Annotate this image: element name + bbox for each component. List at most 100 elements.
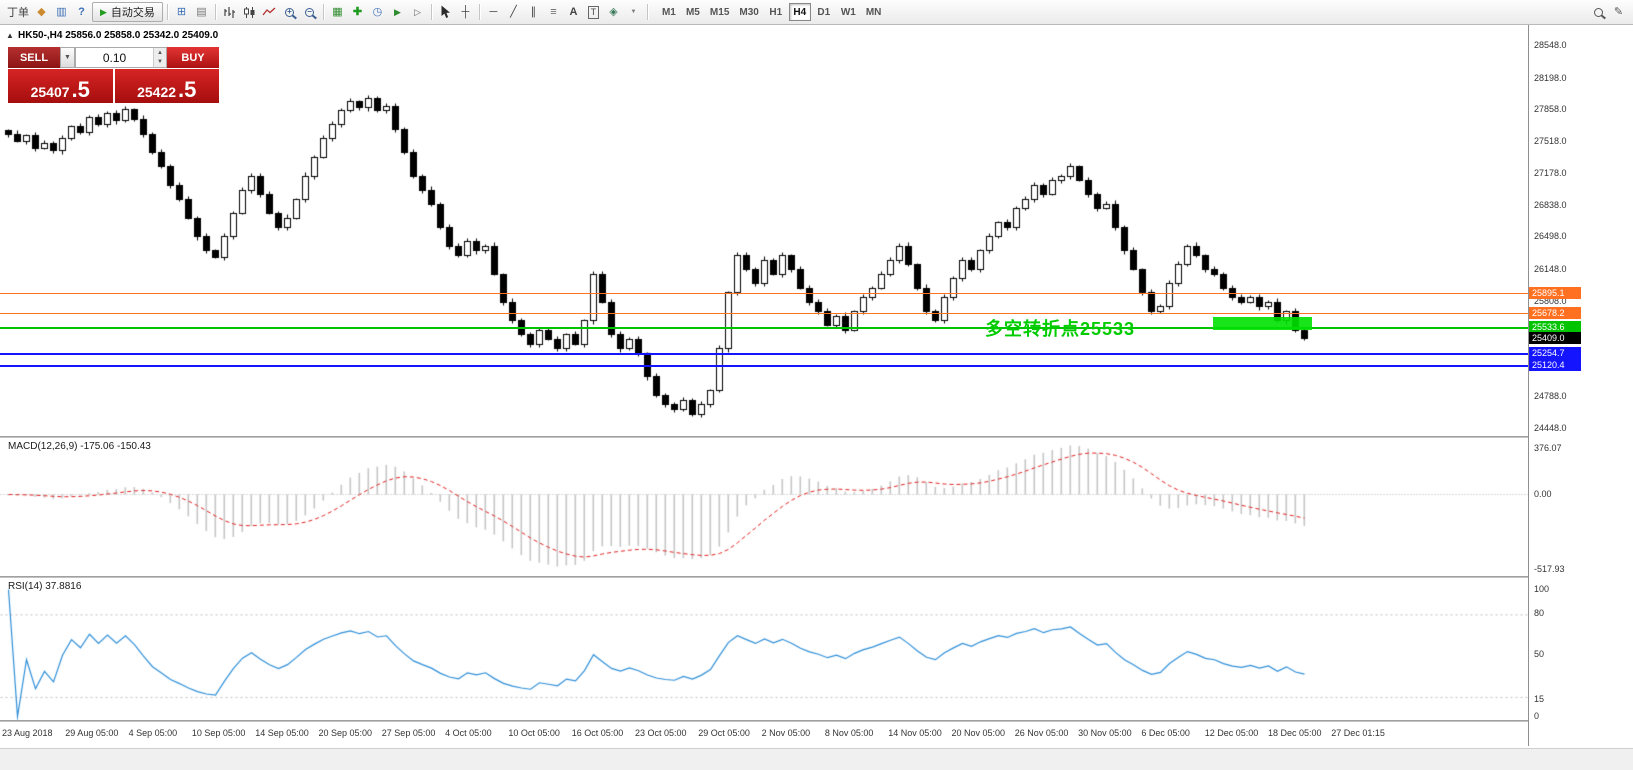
price-level-label: 25678.2 (1529, 307, 1581, 320)
text-icon[interactable]: A (569, 5, 578, 18)
time-axis-label: 4 Oct 05:00 (445, 728, 492, 738)
tf-button-m30[interactable]: M30 (739, 6, 759, 18)
autoscroll-icon[interactable]: ▶ (393, 6, 401, 17)
macd-panel-canvas[interactable] (0, 438, 1528, 576)
alerts-icon[interactable]: ◆ (37, 5, 46, 18)
chart-shift-icon[interactable]: ▷ (413, 6, 421, 17)
indicators-icon[interactable]: ✚ (352, 5, 363, 18)
time-axis[interactable]: 23 Aug 2018 29 Aug 05:00 4 Sep 05:00 10 Sep… (0, 722, 1633, 748)
tf-button-w1[interactable]: W1 (840, 6, 856, 18)
zoom-out-icon[interactable] (300, 2, 319, 22)
edit-icon[interactable]: ✎ (1613, 5, 1624, 18)
arrows-icon[interactable]: ◈ (609, 5, 618, 18)
price-level-label: 25895.1 (1529, 286, 1581, 299)
panel-splitter-time[interactable] (0, 720, 1633, 722)
text-label-glyph: T (587, 5, 600, 19)
volume-input[interactable] (76, 48, 153, 67)
hline-25533.6[interactable] (0, 326, 1528, 329)
new-chart-icon[interactable]: ⊞ (176, 5, 187, 18)
toolbar-separator (478, 4, 480, 20)
price-level-label: 25120.4 (1529, 359, 1581, 372)
time-axis-label: 14 Sep 05:00 (255, 728, 309, 738)
line-chart-icon[interactable] (260, 2, 279, 22)
tf-button-m1[interactable]: M1 (661, 6, 676, 18)
fibonacci-icon[interactable]: ≡ (550, 5, 557, 18)
arrows-caret-icon[interactable]: ▼ (630, 9, 637, 15)
axis-tick-label: 0.00 (1534, 489, 1552, 499)
time-axis-label: 27 Dec 01:15 (1331, 728, 1385, 738)
axis-tick-label: 27858.0 (1534, 104, 1567, 115)
time-axis-label: 8 Nov 05:00 (824, 728, 874, 738)
tf-button-mn[interactable]: MN (865, 6, 882, 18)
price-level-label: 25409.0 (1529, 332, 1581, 345)
axis-tick-label: 15 (1534, 694, 1545, 704)
time-axis-label: 27 Sep 05:00 (381, 728, 436, 738)
hline-25678.2[interactable] (0, 313, 1528, 315)
volume-up-icon[interactable]: ▲ (154, 48, 166, 58)
chart-header: HK50-,H4 25856.0 25858.0 25342.0 25409.0 (18, 30, 219, 41)
text-label-icon[interactable]: T (584, 2, 603, 22)
buy-price-fraction: .5 (178, 77, 197, 103)
sell-price-fraction: .5 (71, 77, 90, 103)
buy-button[interactable]: BUY (167, 47, 219, 68)
one-click-collapse-icon[interactable]: ▲ (6, 31, 14, 40)
trendline-icon[interactable]: ╱ (510, 5, 517, 18)
axis-tick-label: 26498.0 (1534, 231, 1567, 242)
search-icon[interactable] (1589, 2, 1608, 22)
axis-tick-label: 376.07 (1534, 443, 1562, 453)
time-axis-label: 23 Oct 05:00 (635, 728, 687, 738)
crosshair-icon[interactable]: ┼ (461, 5, 470, 18)
tf-button-h1[interactable]: H1 (769, 6, 783, 18)
volume-down-icon[interactable]: ▼ (154, 57, 166, 67)
terminal-icon[interactable]: ▥ (56, 5, 67, 18)
rsi-panel-canvas[interactable] (0, 578, 1528, 720)
new-order-button[interactable]: 丁单 (5, 2, 31, 22)
autotrading-button[interactable]: ▶ 自动交易 (92, 2, 163, 22)
main-chart-canvas[interactable] (0, 25, 1528, 436)
profiles-icon[interactable]: ▤ (196, 5, 207, 18)
zoom-in-icon[interactable] (280, 2, 299, 22)
order-options-caret[interactable]: ▼ (60, 47, 75, 68)
horizontal-line-icon[interactable]: ─ (489, 5, 498, 18)
time-axis-label: 26 Nov 05:00 (1014, 728, 1069, 738)
time-axis-label: 20 Sep 05:00 (318, 728, 373, 738)
price-axis[interactable]: 28548.0 28198.0 27858.0 27518.0 27178.0 26838… (1529, 25, 1633, 746)
tf-button-m5[interactable]: M5 (685, 6, 700, 18)
axis-tick-label: 50 (1534, 649, 1545, 659)
toolbar-separator (430, 4, 432, 20)
bar-chart-icon[interactable] (220, 2, 239, 22)
cursor-icon[interactable] (436, 2, 455, 22)
price-level-label: 25254.7 (1529, 346, 1581, 359)
sell-button[interactable]: SELL (8, 47, 60, 68)
tile-windows-icon[interactable]: ▦ (332, 5, 343, 18)
time-axis-label: 14 Nov 05:00 (888, 728, 942, 738)
buy-price: 25422 (137, 84, 177, 100)
tf-button-d1[interactable]: D1 (817, 6, 831, 18)
toolbar-separator (214, 4, 216, 20)
one-click-trading-panel: SELL ▼ ▲ ▼ BUY 25407 .5 25422 .5 (8, 47, 219, 103)
help-icon[interactable]: ? (78, 5, 85, 18)
sell-price-box[interactable]: 25407 .5 (8, 69, 113, 103)
time-axis-label: 2 Nov 05:00 (761, 728, 811, 738)
chart-annotation[interactable]: 多空转折点25533 (985, 319, 1136, 339)
hline-25120.4[interactable] (0, 365, 1528, 368)
time-axis-label: 6 Dec 05:00 (1141, 728, 1190, 738)
axis-tick-label: 28548.0 (1534, 39, 1567, 50)
volume-stepper[interactable]: ▲ ▼ (153, 48, 166, 67)
tf-button-m15[interactable]: M15 (709, 6, 730, 18)
axis-tick-label: 27178.0 (1534, 167, 1567, 178)
highlight-rectangle[interactable] (1213, 317, 1312, 330)
time-axis-label: 18 Dec 05:00 (1268, 728, 1322, 738)
hline-25254.7[interactable] (0, 352, 1528, 355)
buy-price-box[interactable]: 25422 .5 (114, 69, 219, 103)
time-axis-label: 10 Oct 05:00 (508, 728, 560, 738)
time-axis-label: 20 Nov 05:00 (951, 728, 1006, 738)
panel-splitter-rsi[interactable] (0, 576, 1633, 578)
autotrading-label: 自动交易 (110, 7, 155, 19)
tf-button-h4[interactable]: H4 (788, 3, 811, 21)
channel-icon[interactable]: ∥ (530, 5, 537, 18)
panel-splitter-macd[interactable] (0, 436, 1633, 438)
period-icon[interactable]: ◷ (372, 5, 383, 18)
candlestick-chart-icon[interactable] (240, 2, 259, 22)
hline-25895.1[interactable] (0, 292, 1528, 294)
